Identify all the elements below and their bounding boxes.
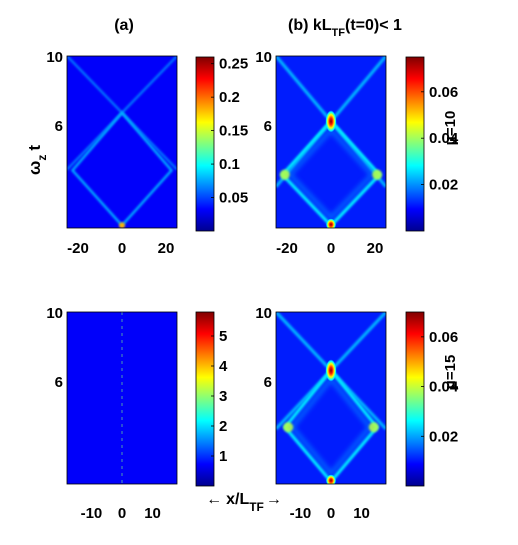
x-tick-label: 20 — [158, 240, 175, 257]
y-axis-label: ωzt — [25, 145, 49, 175]
panel-b-label: (b) kLTF(t=0)< 1 — [288, 17, 402, 39]
colorbar-tick-label: 0.06 — [429, 84, 458, 101]
colorbar-tick-label: 3 — [219, 388, 227, 405]
y-tick-label: 10 — [255, 49, 272, 66]
row-label-mu10: μ=10 — [442, 111, 459, 146]
side-spot — [283, 422, 294, 433]
y-tick-label: 10 — [255, 305, 272, 322]
heatmap-features — [67, 56, 177, 228]
plot-frame — [66, 55, 178, 229]
colorbar-tick-label: 0.05 — [219, 190, 248, 207]
plot-frame — [275, 311, 387, 485]
colorbar-tick-label: 1 — [219, 448, 227, 465]
colorbar — [406, 312, 424, 486]
colorbar-frame — [195, 56, 215, 232]
y-tick-label: 10 — [46, 305, 63, 322]
y-tick-label: 6 — [55, 374, 63, 391]
y-tick-label: 10 — [46, 49, 63, 66]
heatmap-features — [276, 56, 386, 228]
y-tick-label: 6 — [55, 118, 63, 135]
diamond-outline — [70, 110, 174, 228]
x-axis-label: ← x/LTF → — [206, 491, 282, 514]
panel-top-left: -20 0 20 6 10 0.05 0.1 0.15 0.2 0.25 — [46, 49, 248, 257]
colorbar-frame — [405, 56, 425, 232]
peak-spot — [119, 222, 125, 228]
x-tick-label: -20 — [276, 240, 298, 257]
colorbar — [196, 57, 214, 231]
side-spot — [279, 169, 290, 180]
colorbar-tick-label: 0.02 — [429, 177, 458, 194]
row-label-mu15: μ=15 — [442, 355, 459, 390]
colorbar-tick-label: 0.2 — [219, 89, 240, 106]
colorbar-frame — [195, 311, 215, 487]
heatmap-haze — [276, 312, 386, 484]
colorbar — [406, 57, 424, 231]
x-tick-label: 0 — [118, 240, 126, 257]
peak-spot — [325, 110, 337, 133]
peak-spot — [325, 359, 337, 382]
plot-frame — [275, 55, 387, 229]
colorbar-tick-label: 5 — [219, 328, 227, 345]
panel-bottom-left: -10 0 10 6 10 1 2 3 4 5 — [46, 305, 228, 522]
y-tick-label: 6 — [264, 118, 272, 135]
x-tick-label: 0 — [327, 505, 335, 522]
x-tick-label: -10 — [290, 505, 312, 522]
colorbar — [196, 312, 214, 486]
x-tick-label: 10 — [353, 505, 370, 522]
heatmap-haze — [276, 56, 386, 228]
colorbar-tick-label: 0.15 — [219, 123, 248, 140]
colorbar-tick-label: 0.04 — [429, 130, 459, 147]
x-tick-label: 20 — [367, 240, 384, 257]
plot-frame — [66, 311, 178, 485]
heatmap-features — [276, 312, 386, 484]
x-tick-label: -20 — [67, 240, 89, 257]
panel-top-right: -20 0 20 6 10 0.02 0.04 0.06 — [255, 49, 459, 257]
colorbar-tick-label: 4 — [219, 358, 228, 375]
y-tick-label: 6 — [264, 374, 272, 391]
colorbar-tick-label: 0.1 — [219, 156, 240, 173]
x-tick-label: -10 — [81, 505, 103, 522]
colorbar-tick-label: 2 — [219, 418, 227, 435]
x-tick-label: 0 — [118, 505, 126, 522]
colorbar-tick-label: 0.04 — [429, 379, 459, 396]
side-spot — [368, 422, 379, 433]
colorbar-tick-label: 0.25 — [219, 56, 248, 73]
x-tick-label: 0 — [327, 240, 335, 257]
peak-spot — [326, 474, 336, 484]
colorbar-tick-label: 0.02 — [429, 428, 458, 445]
colorbar-frame — [405, 311, 425, 487]
x-tick-label: 10 — [144, 505, 161, 522]
panel-bottom-right: -10 0 10 6 10 0.02 0.04 0.06 — [255, 305, 459, 522]
peak-spot — [326, 218, 336, 228]
colorbar-tick-label: 0.06 — [429, 329, 458, 346]
panel-a-label: (a) — [114, 17, 134, 34]
side-spot — [372, 169, 383, 180]
heatmap-background — [67, 56, 177, 228]
